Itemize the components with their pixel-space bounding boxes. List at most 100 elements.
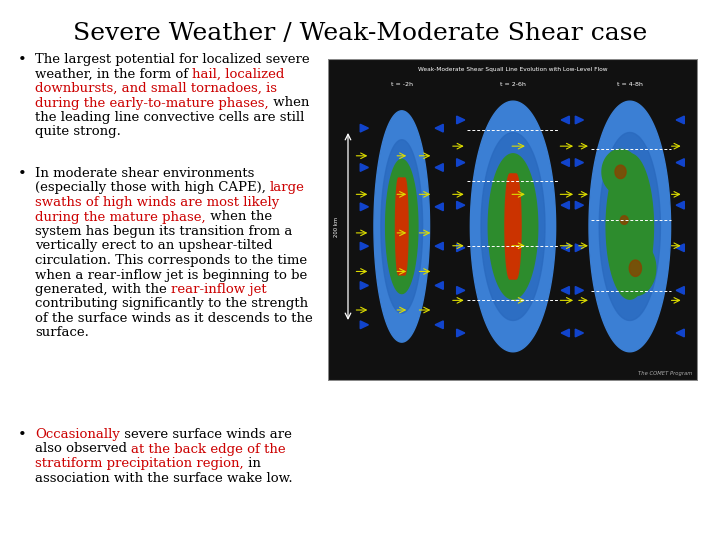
Polygon shape [606, 154, 654, 299]
Polygon shape [511, 174, 521, 279]
Polygon shape [360, 282, 369, 289]
Polygon shape [360, 203, 369, 211]
Text: weather, in the form of: weather, in the form of [35, 68, 192, 80]
Text: severe surface winds are: severe surface winds are [120, 428, 292, 441]
Text: vertically erect to an upshear-tilted: vertically erect to an upshear-tilted [35, 240, 272, 253]
Polygon shape [589, 101, 670, 352]
Text: of the surface winds as it descends to the: of the surface winds as it descends to t… [35, 312, 312, 325]
Polygon shape [508, 174, 518, 279]
Polygon shape [575, 287, 583, 294]
Polygon shape [676, 159, 684, 166]
Polygon shape [488, 154, 538, 299]
Polygon shape [602, 150, 639, 194]
Polygon shape [456, 329, 465, 337]
Polygon shape [374, 111, 430, 342]
Polygon shape [456, 116, 465, 124]
Text: Occasionally: Occasionally [35, 428, 120, 441]
Text: downbursts, and small tornadoes, is: downbursts, and small tornadoes, is [35, 82, 277, 95]
Text: t = 2-6h: t = 2-6h [500, 82, 526, 87]
Text: at the back edge of the: at the back edge of the [131, 442, 286, 456]
Text: hail, localized: hail, localized [192, 68, 284, 80]
Polygon shape [470, 101, 556, 352]
Polygon shape [456, 201, 465, 209]
Polygon shape [676, 201, 684, 209]
Polygon shape [401, 178, 408, 275]
Polygon shape [676, 116, 684, 124]
Text: also observed: also observed [35, 442, 131, 456]
Polygon shape [435, 282, 444, 289]
Text: when: when [269, 97, 309, 110]
Polygon shape [575, 329, 583, 337]
Polygon shape [481, 132, 545, 320]
Polygon shape [360, 124, 369, 132]
Text: The COMET Program: The COMET Program [639, 371, 693, 376]
Text: during the early-to-mature phases,: during the early-to-mature phases, [35, 97, 269, 110]
Polygon shape [435, 242, 444, 250]
Polygon shape [676, 244, 684, 252]
Polygon shape [561, 329, 570, 337]
Polygon shape [615, 241, 656, 295]
Polygon shape [615, 165, 626, 179]
Polygon shape [575, 116, 583, 124]
Text: generated, with the: generated, with the [35, 283, 171, 296]
Polygon shape [386, 159, 418, 294]
Text: Weak-Moderate Shear Squall Line Evolution with Low-Level Flow: Weak-Moderate Shear Squall Line Evolutio… [418, 68, 608, 72]
Polygon shape [435, 321, 444, 329]
Text: association with the surface wake low.: association with the surface wake low. [35, 471, 292, 484]
Polygon shape [506, 174, 517, 279]
Polygon shape [398, 178, 405, 275]
Text: system has begun its transition from a: system has begun its transition from a [35, 225, 292, 238]
Polygon shape [599, 132, 660, 320]
Polygon shape [400, 178, 407, 275]
Polygon shape [575, 244, 583, 252]
Polygon shape [435, 124, 444, 132]
Polygon shape [395, 178, 402, 275]
Text: (especially those with high CAPE),: (especially those with high CAPE), [35, 181, 270, 194]
Polygon shape [505, 174, 515, 279]
Polygon shape [509, 174, 520, 279]
Polygon shape [561, 159, 570, 166]
Polygon shape [435, 164, 444, 171]
Text: the leading line convective cells are still: the leading line convective cells are st… [35, 111, 305, 124]
Text: In moderate shear environments: In moderate shear environments [35, 167, 254, 180]
Polygon shape [561, 244, 570, 252]
Text: swaths of high winds are most likely: swaths of high winds are most likely [35, 196, 279, 209]
Text: surface.: surface. [35, 327, 89, 340]
Polygon shape [360, 242, 369, 250]
Polygon shape [435, 203, 444, 211]
Polygon shape [575, 159, 583, 166]
Text: •: • [18, 428, 27, 442]
Text: stratiform precipitation region,: stratiform precipitation region, [35, 457, 243, 470]
Polygon shape [360, 164, 369, 171]
Text: t = -2h: t = -2h [391, 82, 413, 87]
Text: Severe Weather / Weak-Moderate Shear case: Severe Weather / Weak-Moderate Shear cas… [73, 22, 647, 45]
Polygon shape [381, 140, 423, 313]
Polygon shape [561, 287, 570, 294]
Polygon shape [676, 287, 684, 294]
Polygon shape [629, 260, 642, 276]
Text: The largest potential for localized severe: The largest potential for localized seve… [35, 53, 310, 66]
Text: in: in [243, 457, 261, 470]
Text: contributing significantly to the strength: contributing significantly to the streng… [35, 298, 308, 310]
Polygon shape [397, 178, 404, 275]
Text: 200 km: 200 km [334, 217, 339, 237]
Polygon shape [456, 244, 465, 252]
Polygon shape [456, 287, 465, 294]
Polygon shape [360, 321, 369, 329]
Polygon shape [676, 329, 684, 337]
Text: large: large [270, 181, 305, 194]
Polygon shape [561, 201, 570, 209]
Text: when a rear-inflow jet is beginning to be: when a rear-inflow jet is beginning to b… [35, 268, 307, 281]
Text: •: • [18, 167, 27, 181]
Polygon shape [621, 215, 628, 225]
Text: quite strong.: quite strong. [35, 125, 121, 138]
Text: when the: when the [206, 211, 271, 224]
Text: during the mature phase,: during the mature phase, [35, 211, 206, 224]
Polygon shape [611, 206, 637, 234]
Text: circulation. This corresponds to the time: circulation. This corresponds to the tim… [35, 254, 307, 267]
Polygon shape [575, 201, 583, 209]
Text: t = 4-8h: t = 4-8h [617, 82, 643, 87]
Text: •: • [18, 53, 27, 67]
Polygon shape [561, 116, 570, 124]
Text: rear-inflow jet: rear-inflow jet [171, 283, 266, 296]
